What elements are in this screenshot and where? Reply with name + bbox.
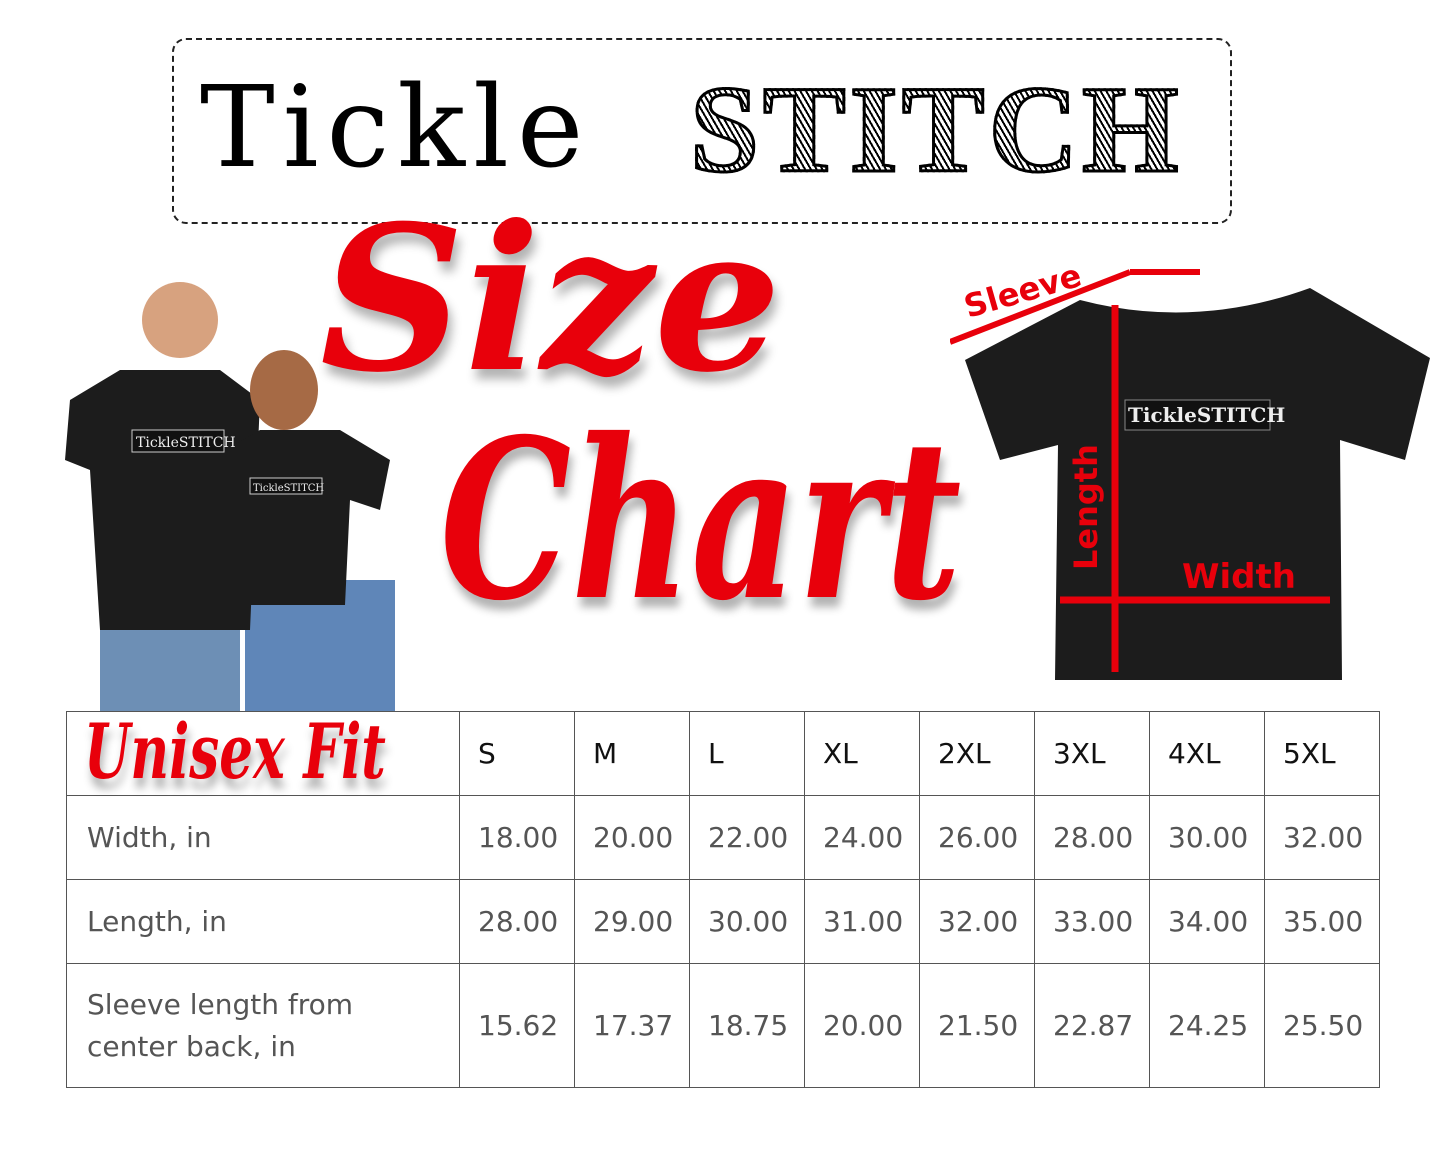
- man-head: [142, 282, 218, 358]
- cell: 15.62: [459, 963, 575, 1088]
- header-size: 3XL: [1034, 711, 1150, 796]
- cell: 35.00: [1264, 879, 1380, 964]
- cell: 34.00: [1149, 879, 1265, 964]
- cell: 28.00: [459, 879, 575, 964]
- woman-shirt-print: TickleSTITCH: [253, 483, 324, 494]
- cell: 24.00: [804, 795, 920, 880]
- title-size: Size: [320, 182, 782, 417]
- shirt-print: TickleSTITCH: [1128, 403, 1285, 427]
- woman-shirt: [225, 430, 390, 605]
- length-label: Length: [1067, 444, 1105, 570]
- cell: 25.50: [1264, 963, 1380, 1088]
- models-photo: TickleSTITCH TickleSTITCH: [65, 282, 395, 712]
- woman-head: [250, 350, 318, 430]
- cell: 20.00: [804, 963, 920, 1088]
- header-size: 2XL: [919, 711, 1035, 796]
- header-size: M: [574, 711, 690, 796]
- row-label: Width, in: [66, 795, 460, 880]
- unisex-fit-label: Unisex Fit: [84, 707, 386, 796]
- logo-frame: [172, 38, 1232, 224]
- cell: 28.00: [1034, 795, 1150, 880]
- shirt-shape: [965, 288, 1430, 680]
- cell: 18.00: [459, 795, 575, 880]
- header-size: 5XL: [1264, 711, 1380, 796]
- cell: 30.00: [1149, 795, 1265, 880]
- size-table: S M L XL 2XL 3XL 4XL 5XL Width, in 18.00…: [66, 711, 1380, 1088]
- cell: 22.87: [1034, 963, 1150, 1088]
- cell: 33.00: [1034, 879, 1150, 964]
- cell: 22.00: [689, 795, 805, 880]
- cell: 32.00: [919, 879, 1035, 964]
- cell: 29.00: [574, 879, 690, 964]
- sleeve-line: [950, 269, 1132, 345]
- logo-text-stitch: STITCH: [689, 61, 1183, 198]
- cell: 20.00: [574, 795, 690, 880]
- table-row-length: Length, in 28.00 29.00 30.00 31.00 32.00…: [66, 879, 1380, 964]
- header-size: L: [689, 711, 805, 796]
- table-header-row: S M L XL 2XL 3XL 4XL 5XL: [66, 711, 1380, 796]
- row-label: Length, in: [66, 879, 460, 964]
- man-shirt-print: TickleSTITCH: [136, 435, 236, 451]
- cell: 32.00: [1264, 795, 1380, 880]
- cell: 26.00: [919, 795, 1035, 880]
- header-size: XL: [804, 711, 920, 796]
- logo-text-tickle: Tickle: [200, 63, 592, 193]
- table-row-width: Width, in 18.00 20.00 22.00 24.00 26.00 …: [66, 795, 1380, 880]
- title-chart: Chart: [440, 390, 962, 649]
- cell: 17.37: [574, 963, 690, 1088]
- cell: 18.75: [689, 963, 805, 1088]
- width-label: Width: [1182, 557, 1296, 597]
- man-shirt: [65, 370, 260, 630]
- cell: 31.00: [804, 879, 920, 964]
- row-label: Sleeve length from center back, in: [66, 963, 460, 1088]
- cell: 30.00: [689, 879, 805, 964]
- cell: 24.25: [1149, 963, 1265, 1088]
- header-size: 4XL: [1149, 711, 1265, 796]
- header-corner: [66, 711, 460, 796]
- shirt-diagram: TickleSTITCH Sleeve Length Width: [950, 260, 1430, 680]
- table-row-sleeve: Sleeve length from center back, in 15.62…: [66, 963, 1380, 1088]
- header-size: S: [459, 711, 575, 796]
- cell: 21.50: [919, 963, 1035, 1088]
